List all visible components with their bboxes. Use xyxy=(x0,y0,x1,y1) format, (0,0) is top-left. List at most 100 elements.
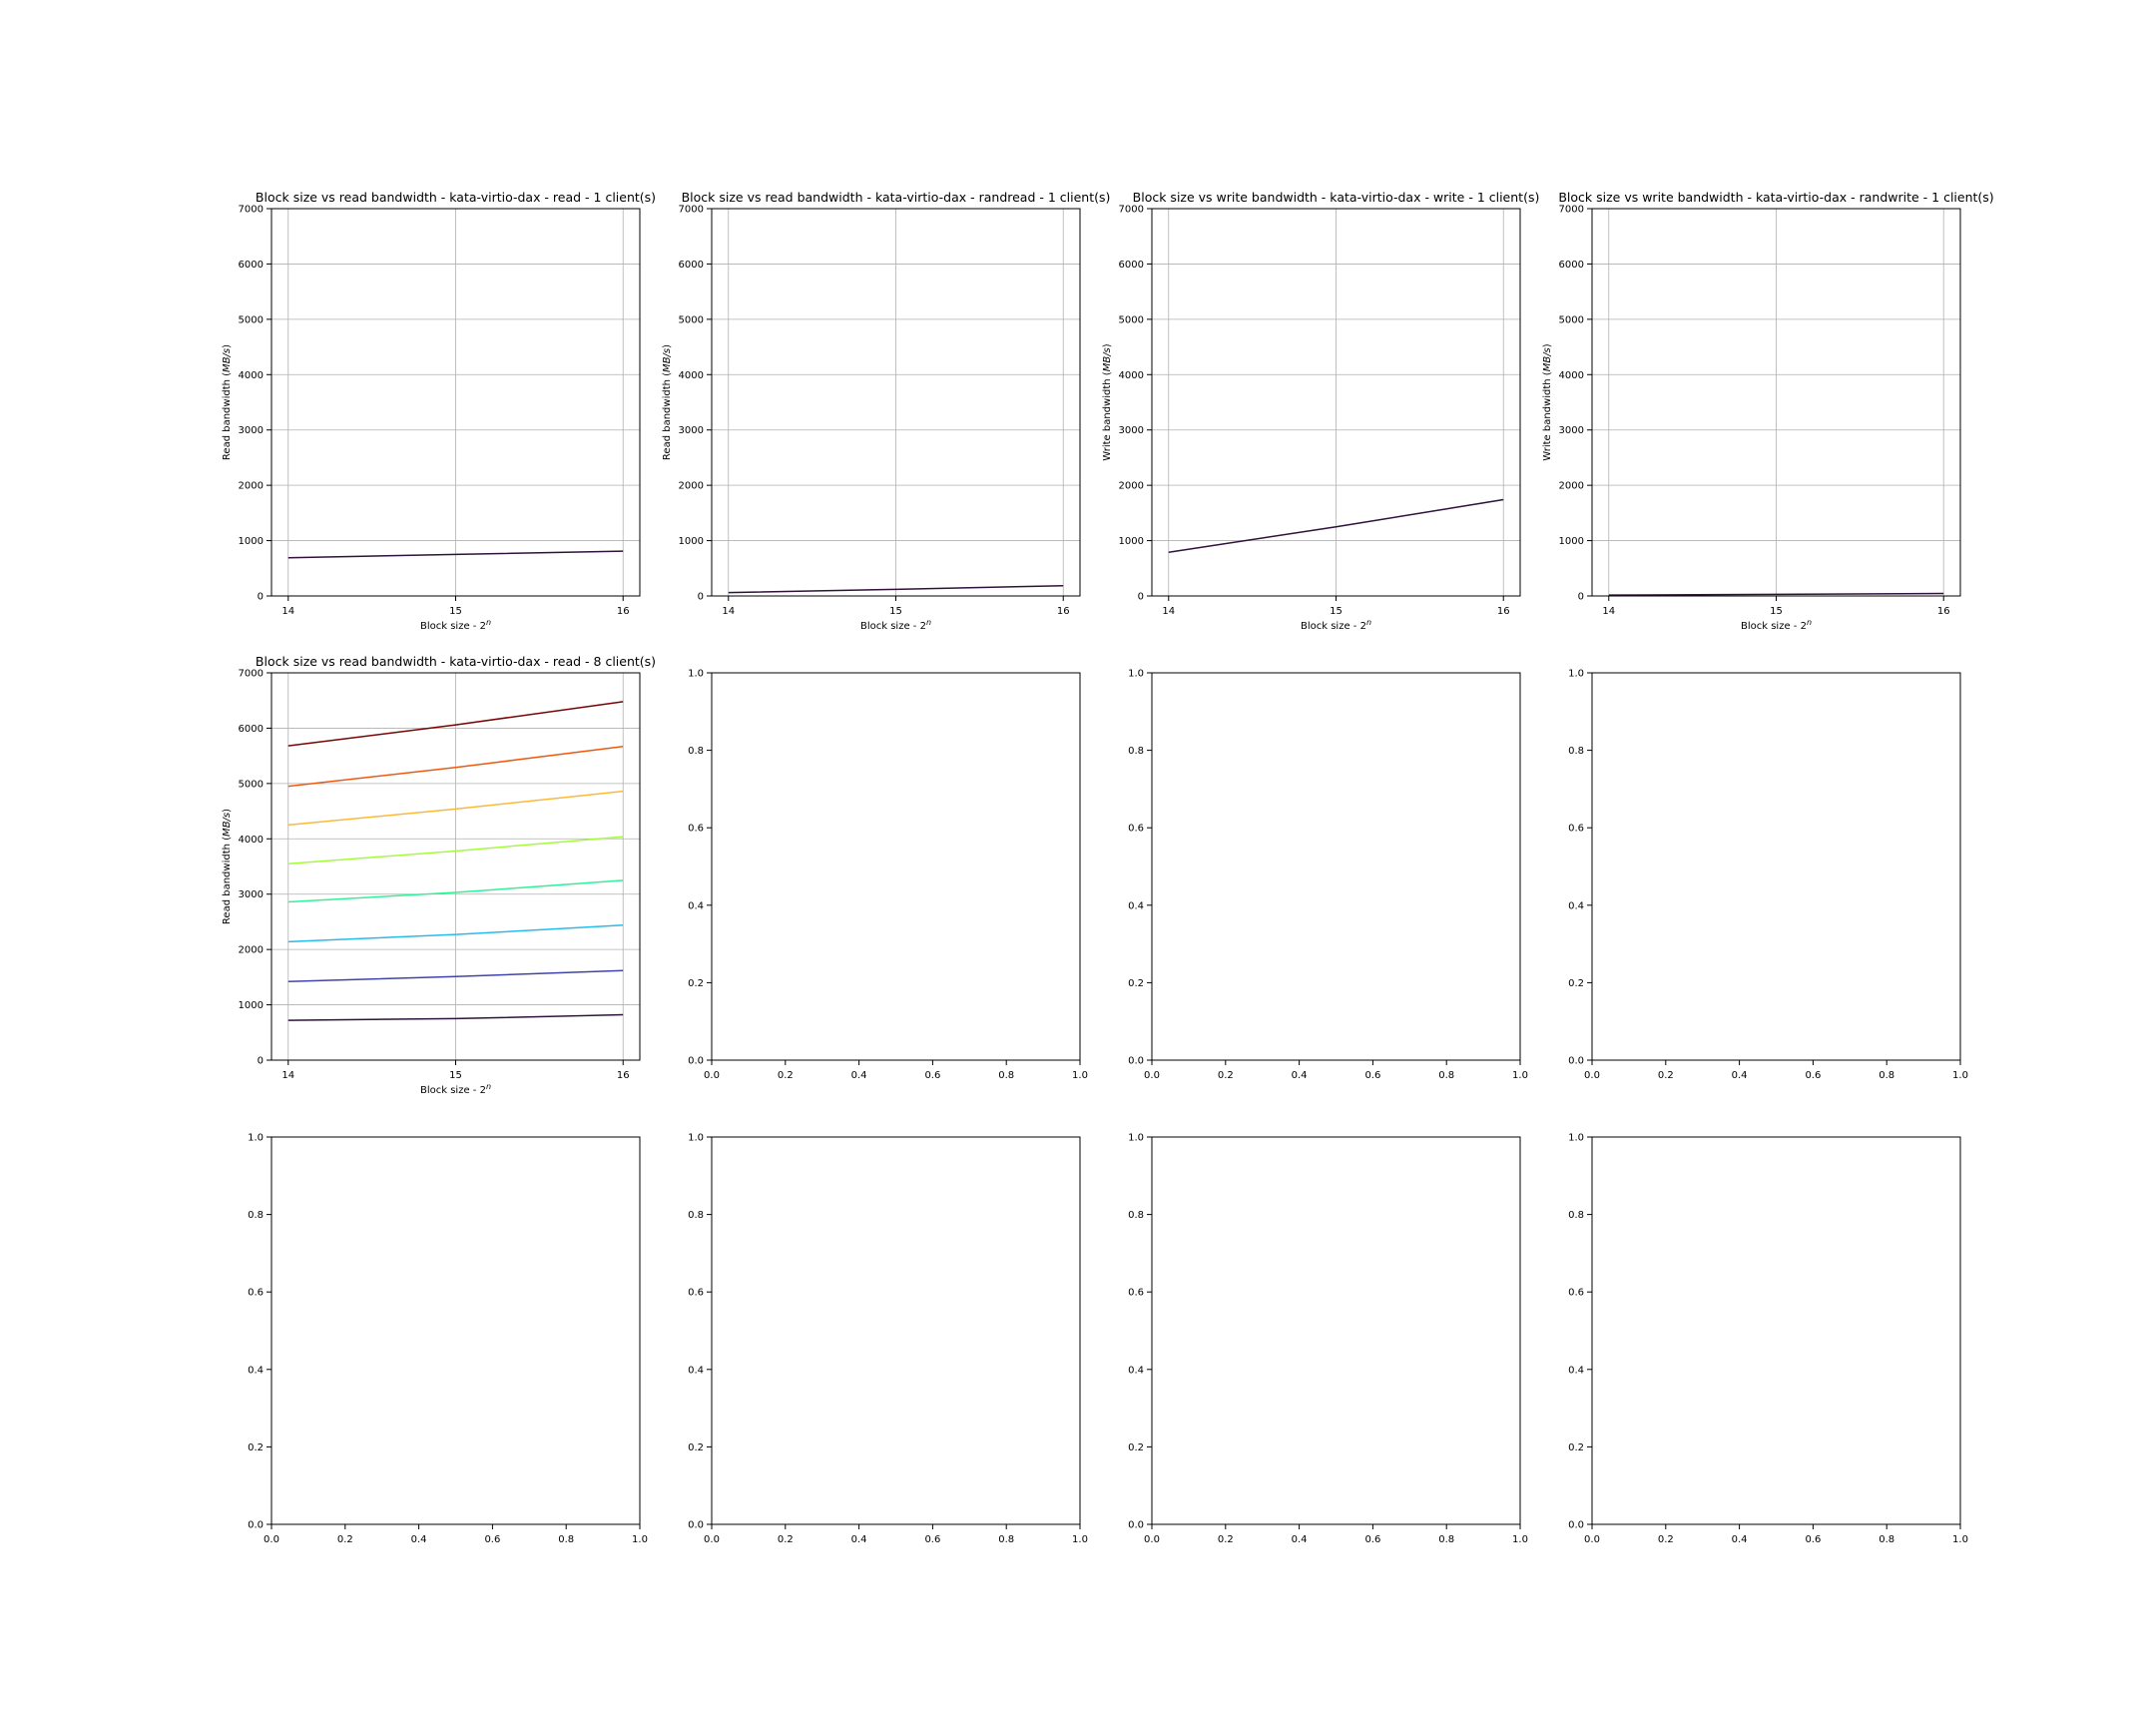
subplot-3: 14 15 1601000200030004000500060007000Block… xyxy=(1102,190,1539,632)
series-line-7 xyxy=(287,745,624,788)
x-tick-label: 0.6 xyxy=(484,1534,500,1545)
y-tick-label: 0.4 xyxy=(688,900,704,911)
series-line-1 xyxy=(1608,592,1944,596)
y-tick-label: 2000 xyxy=(239,945,264,956)
y-axis-label: Write bandwidth (MB/s) xyxy=(1102,343,1113,460)
y-tick-label: 1000 xyxy=(239,1000,264,1011)
x-tick-label: 0.4 xyxy=(1732,1070,1748,1081)
x-tick-label: 0.2 xyxy=(337,1534,353,1545)
y-tick-label: 5000 xyxy=(1119,314,1144,325)
y-tick-label: 0.2 xyxy=(1128,978,1144,989)
x-tick-label: 0.0 xyxy=(704,1070,720,1081)
y-tick-label: 4000 xyxy=(1119,370,1144,381)
y-tick-label: 3000 xyxy=(1119,425,1144,436)
y-tick-label: 6000 xyxy=(679,260,704,271)
x-tick-label: 0.6 xyxy=(924,1070,940,1081)
x-tick-label: 0.0 xyxy=(1144,1534,1160,1545)
subplot-6: 0.0 0.2 0.4 0.6 0.8 1.0 0.0 0.2 0.4 0.6 0.8 1.0 xyxy=(688,669,1088,1082)
y-tick-label: 1.0 xyxy=(688,669,704,680)
series-line-3 xyxy=(287,924,624,943)
x-tick-label: 0.4 xyxy=(851,1070,867,1081)
x-tick-label: 0.0 xyxy=(1584,1070,1600,1081)
x-tick-label: 0.0 xyxy=(704,1534,720,1545)
x-tick-label: 1.0 xyxy=(1072,1534,1088,1545)
y-tick-label: 3000 xyxy=(239,425,264,436)
x-tick-label: 0.8 xyxy=(998,1070,1014,1081)
subplot-title: Block size vs read bandwidth - kata-virt… xyxy=(682,190,1111,205)
x-tick-label: 0.8 xyxy=(1438,1534,1454,1545)
x-tick-label: 15 xyxy=(1330,606,1343,617)
y-tick-label: 0 xyxy=(258,1056,264,1067)
y-tick-label: 7000 xyxy=(239,205,264,216)
x-tick-label: 14 xyxy=(722,606,735,617)
y-tick-label: 0.4 xyxy=(248,1365,264,1376)
axes-frame xyxy=(1591,672,1961,1061)
y-tick-label: 1.0 xyxy=(248,1133,264,1144)
x-tick-label: 0.8 xyxy=(1879,1534,1894,1545)
x-tick-label: 0.6 xyxy=(1805,1534,1821,1545)
series-line-1 xyxy=(1168,498,1504,553)
y-tick-label: 0.6 xyxy=(1128,1288,1144,1299)
y-tick-label: 0.8 xyxy=(1568,1210,1584,1221)
y-tick-label: 7000 xyxy=(679,205,704,216)
y-tick-label: 0.8 xyxy=(1128,1210,1144,1221)
subplot-7: 0.0 0.2 0.4 0.6 0.8 1.0 0.0 0.2 0.4 0.6 0.8 1.0 xyxy=(1128,669,1528,1082)
x-tick-label: 16 xyxy=(617,1070,630,1081)
x-tick-label: 14 xyxy=(281,1070,294,1081)
x-tick-label: 0.0 xyxy=(264,1534,279,1545)
x-tick-label: 1.0 xyxy=(1072,1070,1088,1081)
series-line-1 xyxy=(728,585,1064,594)
axes-frame xyxy=(711,1136,1081,1525)
y-tick-label: 0 xyxy=(1138,592,1144,603)
subplot-title: Block size vs write bandwidth - kata-vir… xyxy=(1558,190,1993,205)
y-tick-label: 4000 xyxy=(679,370,704,381)
y-tick-label: 6000 xyxy=(1119,260,1144,271)
x-tick-label: 16 xyxy=(617,606,630,617)
axes-frame xyxy=(270,1136,641,1525)
y-tick-label: 5000 xyxy=(1559,314,1584,325)
series-line-1 xyxy=(287,1013,624,1021)
x-tick-label: 0.2 xyxy=(778,1070,794,1081)
y-tick-label: 1.0 xyxy=(1128,1133,1144,1144)
x-tick-label: 0.6 xyxy=(1364,1534,1380,1545)
y-tick-label: 0.0 xyxy=(1568,1056,1584,1067)
y-tick-label: 7000 xyxy=(239,669,264,680)
y-tick-label: 0.4 xyxy=(1568,900,1584,911)
series-line-5 xyxy=(287,836,624,864)
y-tick-label: 2000 xyxy=(679,481,704,492)
y-tick-label: 0.8 xyxy=(688,746,704,757)
y-tick-label: 0.6 xyxy=(1568,1288,1584,1299)
y-tick-label: 1.0 xyxy=(1568,669,1584,680)
axes-frame xyxy=(1591,1136,1961,1525)
y-tick-label: 0.0 xyxy=(688,1056,704,1067)
axes-frame xyxy=(1151,1136,1521,1525)
y-tick-label: 3000 xyxy=(679,425,704,436)
x-tick-label: 0.6 xyxy=(1364,1070,1380,1081)
x-tick-label: 1.0 xyxy=(1512,1534,1528,1545)
y-tick-label: 0.0 xyxy=(688,1520,704,1531)
subplot-title: Block size vs read bandwidth - kata-virt… xyxy=(256,654,656,669)
y-tick-label: 0.6 xyxy=(1568,824,1584,835)
y-tick-label: 1000 xyxy=(679,536,704,547)
x-tick-label: 14 xyxy=(281,606,294,617)
y-tick-label: 0 xyxy=(698,592,704,603)
subplot-title: Block size vs read bandwidth - kata-virt… xyxy=(256,190,656,205)
y-tick-label: 0.0 xyxy=(248,1520,264,1531)
y-tick-label: 1000 xyxy=(1119,536,1144,547)
x-tick-label: 16 xyxy=(1937,606,1950,617)
x-tick-label: 0.2 xyxy=(1658,1534,1674,1545)
y-tick-label: 5000 xyxy=(239,779,264,790)
y-tick-label: 1.0 xyxy=(688,1133,704,1144)
y-tick-label: 0.6 xyxy=(688,1288,704,1299)
x-tick-label: 0.8 xyxy=(558,1534,574,1545)
y-tick-label: 4000 xyxy=(239,370,264,381)
x-tick-label: 0.0 xyxy=(1584,1534,1600,1545)
x-tick-label: 0.6 xyxy=(1805,1070,1821,1081)
subplot-5: 14 15 1601000200030004000500060007000Block… xyxy=(222,654,656,1096)
x-tick-label: 0.2 xyxy=(778,1534,794,1545)
x-tick-label: 0.6 xyxy=(924,1534,940,1545)
subplot-12: 0.0 0.2 0.4 0.6 0.8 1.0 0.0 0.2 0.4 0.6 0.8 1.0 xyxy=(1568,1133,1968,1546)
x-tick-label: 0.2 xyxy=(1218,1534,1234,1545)
x-tick-label: 0.8 xyxy=(1438,1070,1454,1081)
y-tick-label: 6000 xyxy=(239,724,264,735)
